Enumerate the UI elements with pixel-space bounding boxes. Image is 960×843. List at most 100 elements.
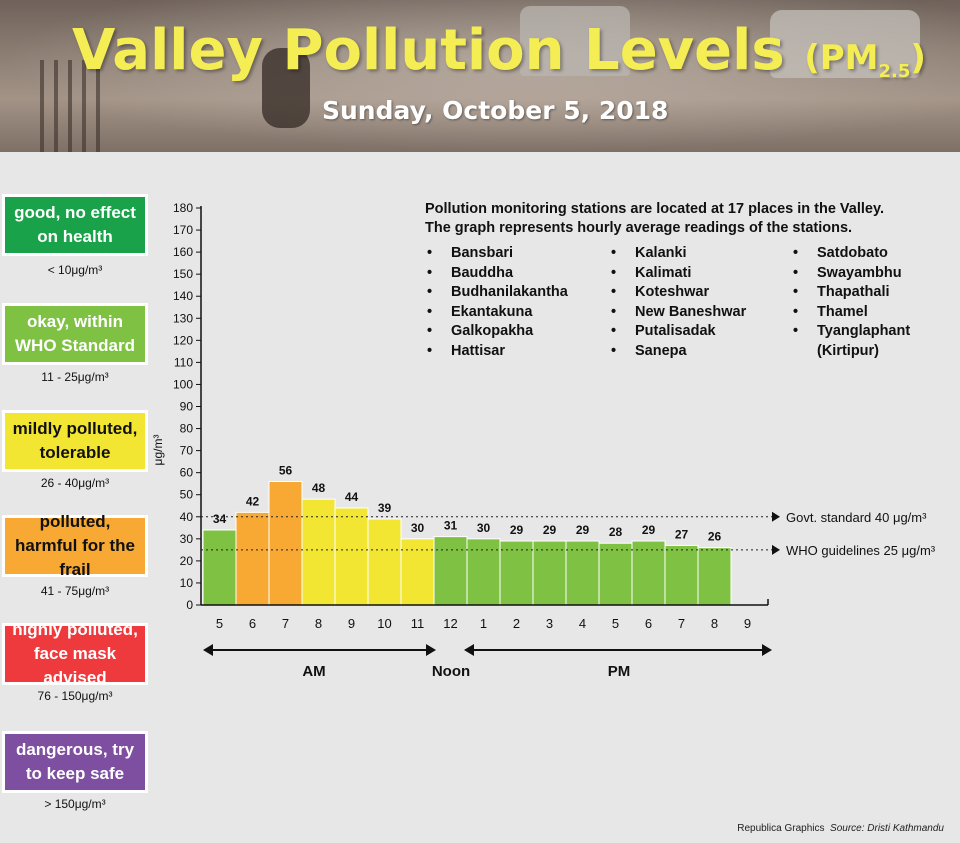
station-name: New Baneshwar <box>635 303 747 320</box>
bullet-icon: • <box>793 323 799 339</box>
footer-credit: Republica Graphics Source: Dristi Kathma… <box>737 823 944 834</box>
y-tick-label: 50 <box>180 488 194 502</box>
bullet-icon: • <box>427 264 433 281</box>
reference-arrow-icon <box>772 544 780 555</box>
x-tick-label: 5 <box>612 616 619 631</box>
station-name: Koteshwar <box>635 284 710 300</box>
data-label: 48 <box>312 481 326 495</box>
x-tick-label: 4 <box>579 616 586 631</box>
bullet-icon: • <box>793 245 799 261</box>
station-name: Bauddha <box>451 264 514 281</box>
y-tick-label: 170 <box>173 223 193 237</box>
bar <box>202 529 237 606</box>
station-item: • Satdobato <box>791 244 910 264</box>
legend-label: dangerous, try to keep safe <box>15 740 135 783</box>
y-tick-label: 140 <box>173 289 193 303</box>
station-name: Sanepa <box>635 342 687 359</box>
arrow-right-icon <box>426 644 436 656</box>
station-item: • Ekantakuna <box>425 303 568 323</box>
x-tick-label: 12 <box>443 616 457 631</box>
x-tick-label: 7 <box>282 616 289 631</box>
y-tick-label: 150 <box>173 267 193 281</box>
title-text: Valley Pollution Levels <box>72 18 785 83</box>
legend-box: highly polluted, face mask advised <box>2 620 148 687</box>
station-name: Hattisar <box>451 342 505 359</box>
y-tick-label: 30 <box>180 532 194 546</box>
bar <box>334 507 369 606</box>
bullet-icon: • <box>611 323 617 339</box>
bar <box>268 480 303 606</box>
bullet-icon: • <box>793 284 799 300</box>
data-label: 56 <box>279 463 293 477</box>
bullet-icon: • <box>427 323 433 339</box>
header-photo-car <box>770 10 920 78</box>
reference-arrow-icon <box>772 511 780 522</box>
x-tick-label: 8 <box>315 616 322 631</box>
x-tick-label: 1 <box>480 616 487 631</box>
bar <box>400 538 435 606</box>
legend-range: > 150μg/m³ <box>44 797 106 811</box>
legend-box: mildly polluted, tolerable <box>2 410 148 472</box>
data-label: 39 <box>378 501 392 515</box>
y-tick-label: 20 <box>180 554 194 568</box>
bullet-icon: • <box>611 342 617 359</box>
bullet-icon: • <box>611 264 617 281</box>
x-tick-label: 8 <box>711 616 718 631</box>
station-item: • Koteshwar <box>609 283 746 303</box>
bullet-icon: • <box>793 264 799 281</box>
y-tick-label: 110 <box>174 355 193 369</box>
header-photo-motorbike <box>262 48 310 128</box>
bar <box>235 511 270 606</box>
bullet-icon: • <box>427 303 433 320</box>
legend-box: polluted, harmful for the frail <box>2 512 148 579</box>
data-label: 30 <box>411 521 425 535</box>
station-item: • Thapathali <box>791 283 910 303</box>
legend-box: dangerous, try to keep safe <box>2 731 148 793</box>
bullet-icon: • <box>793 303 799 320</box>
station-item: • Budhanilakantha <box>425 283 568 303</box>
note-line-2: The graph represents hourly average read… <box>425 220 853 236</box>
y-tick-label: 120 <box>173 333 193 347</box>
period-label-noon: Noon <box>432 663 470 680</box>
legend-label: okay, within WHO Standard <box>15 312 135 355</box>
legend-range: 41 - 75μg/m³ <box>40 584 110 598</box>
station-item: • Hattisar <box>425 342 568 362</box>
station-item: • Swayambhu <box>791 264 910 284</box>
y-tick-label: 80 <box>180 422 194 436</box>
legend-label: good, no effect on health <box>14 203 136 246</box>
x-tick-label: 11 <box>411 616 425 631</box>
stations-column-3: • Satdobato • Swayambhu • Thapathali • Thamel • T… <box>791 244 910 361</box>
bar <box>367 518 402 606</box>
station-item: • New Baneshwar <box>609 303 746 323</box>
station-item: • Bauddha <box>425 264 568 284</box>
source-text: Source: Dristi Kathmandu <box>830 823 944 834</box>
station-item: • Thamel <box>791 303 910 323</box>
bullet-icon: • <box>611 284 617 300</box>
y-tick-label: 180 <box>173 201 193 215</box>
bar <box>697 547 732 606</box>
bar <box>499 540 534 606</box>
station-name: Galkopakha <box>451 323 534 339</box>
data-label: 30 <box>477 521 491 535</box>
period-label-am: AM <box>302 663 325 680</box>
bar <box>301 498 336 606</box>
stations-column-1: • Bansbari • Bauddha • Budhanilakantha • Ekanta… <box>425 244 568 361</box>
station-item: • Bansbari <box>425 244 568 264</box>
station-item: • Galkopakha <box>425 322 568 342</box>
station-item: (Kirtipur) <box>791 342 910 362</box>
y-tick-label: 90 <box>180 400 194 414</box>
station-name: Satdobato <box>817 245 888 261</box>
x-tick-label: 6 <box>645 616 652 631</box>
header-banner: Valley Pollution Levels (PM2.5) Sunday, … <box>0 0 960 152</box>
x-tick-label: 6 <box>249 616 256 631</box>
x-tick-label: 9 <box>348 616 355 631</box>
station-name: Swayambhu <box>817 264 902 281</box>
legend-label: mildly polluted, tolerable <box>12 419 138 462</box>
stations-note: Pollution monitoring stations are locate… <box>425 200 945 238</box>
data-label: 42 <box>246 494 260 508</box>
station-name: Kalimati <box>635 264 692 281</box>
y-tick-label: 0 <box>186 598 193 612</box>
y-tick-label: 10 <box>180 576 194 590</box>
data-label: 44 <box>345 490 359 504</box>
